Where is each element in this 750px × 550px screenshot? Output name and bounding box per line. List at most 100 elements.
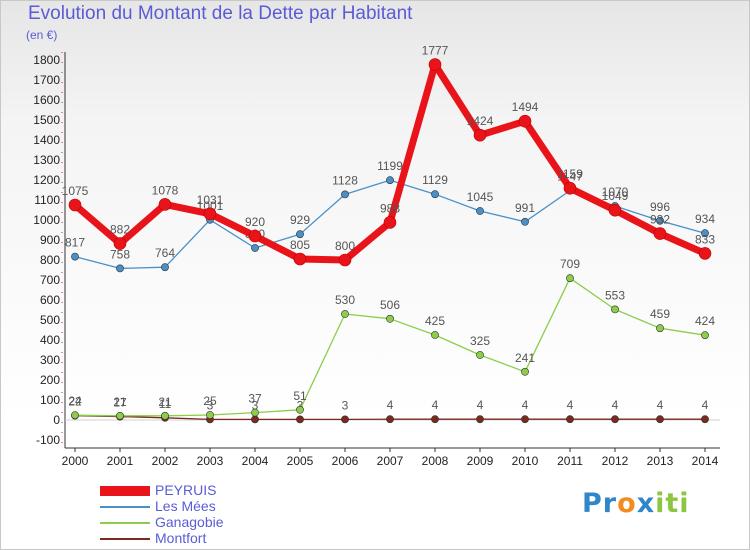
data-point xyxy=(71,252,79,261)
data-label: 1777 xyxy=(422,44,449,58)
logo-letter: r xyxy=(602,488,618,519)
x-tick-label: 2008 xyxy=(422,454,449,468)
y-tick-label: 500 xyxy=(40,313,60,327)
y-tick-label: 1800 xyxy=(33,53,60,67)
data-label: 553 xyxy=(605,288,625,302)
logo-letter: i xyxy=(655,488,666,519)
data-point xyxy=(341,190,349,199)
data-label: 424 xyxy=(695,314,715,328)
x-tick-label: 2007 xyxy=(377,454,404,468)
data-label: 764 xyxy=(155,246,175,260)
data-point xyxy=(251,244,259,252)
data-point xyxy=(341,310,349,318)
legend-swatch xyxy=(100,506,150,508)
data-label: 325 xyxy=(470,334,490,348)
data-label: 51 xyxy=(293,389,307,403)
y-tick-label: 900 xyxy=(40,233,60,247)
data-label: 805 xyxy=(290,238,310,252)
series-ganagobie: 24 21 21 25 37 51 530 506 425 325 241 709 553 459 424 xyxy=(68,257,715,420)
x-tick-label: 2003 xyxy=(197,454,224,468)
y-unit-label: (en €) xyxy=(26,28,58,42)
y-tick-label: 1000 xyxy=(33,213,60,227)
y-tick-label: 800 xyxy=(40,253,60,267)
y-tick-label: 100 xyxy=(40,393,60,407)
data-label: 25 xyxy=(203,394,217,408)
data-point xyxy=(521,217,529,226)
y-tick-label: 400 xyxy=(40,333,60,347)
data-point xyxy=(68,198,82,212)
data-point xyxy=(386,176,394,185)
data-point xyxy=(611,305,619,314)
data-label: 1424 xyxy=(467,114,494,128)
y-tick-label: -100 xyxy=(36,433,60,447)
proxiti-logo: Proxiti xyxy=(582,488,690,519)
legend-swatch xyxy=(100,538,150,540)
data-point xyxy=(701,331,709,340)
data-label: 17 xyxy=(113,396,127,410)
data-label: 3 xyxy=(342,398,349,412)
data-label: 4 xyxy=(522,398,529,412)
data-label: 4 xyxy=(657,398,664,412)
data-label: 459 xyxy=(650,307,670,321)
data-label: 1494 xyxy=(512,100,539,114)
data-label: 530 xyxy=(335,293,355,307)
data-point xyxy=(296,415,304,424)
y-tick-label: 1600 xyxy=(33,93,60,107)
data-label: 1128 xyxy=(332,173,358,187)
x-tick-label: 2014 xyxy=(692,454,719,468)
x-tick-label: 2001 xyxy=(107,454,134,468)
legend-label: Les Mées xyxy=(155,498,216,514)
data-point xyxy=(521,415,529,424)
data-label: 1070 xyxy=(602,185,629,199)
x-tick-label: 2010 xyxy=(512,454,539,468)
data-point xyxy=(566,274,574,283)
data-label: 241 xyxy=(515,351,535,365)
logo-letter: i xyxy=(679,488,690,519)
data-point xyxy=(116,264,124,273)
data-point xyxy=(383,216,397,229)
x-tick-label: 2000 xyxy=(62,454,89,468)
logo-letter: t xyxy=(665,488,680,519)
data-label: 21 xyxy=(158,395,172,409)
y-tick-label: 1400 xyxy=(33,133,60,147)
data-label: 4 xyxy=(432,398,439,412)
y-tick-label: 300 xyxy=(40,353,60,367)
data-label: 4 xyxy=(387,398,394,412)
data-point xyxy=(251,415,259,424)
data-label: 934 xyxy=(695,212,715,226)
y-tick-label: 200 xyxy=(40,373,60,387)
x-tick-label: 2012 xyxy=(602,454,629,468)
series-peyruis: 1075 882 1078 1031 920 805 800 988 1777 1424 1494 1… xyxy=(62,44,715,267)
data-point xyxy=(566,415,574,424)
data-point xyxy=(161,263,169,272)
data-label: 506 xyxy=(380,298,400,312)
data-point xyxy=(338,253,352,267)
axes: -100 0 100 200 300 400 500 600 700 800 900 1000 1100… xyxy=(33,52,720,468)
data-label: 4 xyxy=(702,398,709,412)
data-label: 996 xyxy=(650,200,670,214)
data-point xyxy=(293,252,307,266)
data-label: 1049 xyxy=(602,189,629,203)
data-point xyxy=(158,198,172,211)
data-point xyxy=(608,203,622,217)
data-point xyxy=(431,415,439,424)
data-point xyxy=(251,408,259,417)
data-label: 709 xyxy=(560,257,580,271)
x-tick-label: 2009 xyxy=(467,454,494,468)
data-point xyxy=(161,411,169,420)
legend-label: Montfort xyxy=(155,530,207,546)
data-label: 21 xyxy=(113,395,127,409)
y-tick-label: 600 xyxy=(40,293,60,307)
logo-letter: P xyxy=(582,488,603,519)
series-montfort: 22 17 11 3 3 3 3 4 4 4 4 4 4 4 4 xyxy=(68,395,709,424)
legend-swatch xyxy=(100,486,150,496)
data-point xyxy=(428,58,442,71)
data-label: 817 xyxy=(65,236,85,250)
data-point xyxy=(71,411,79,420)
data-label: 3 xyxy=(297,398,304,412)
legend-label: Ganagobie xyxy=(155,514,224,530)
data-point xyxy=(386,314,394,323)
data-label: 991 xyxy=(515,201,535,215)
